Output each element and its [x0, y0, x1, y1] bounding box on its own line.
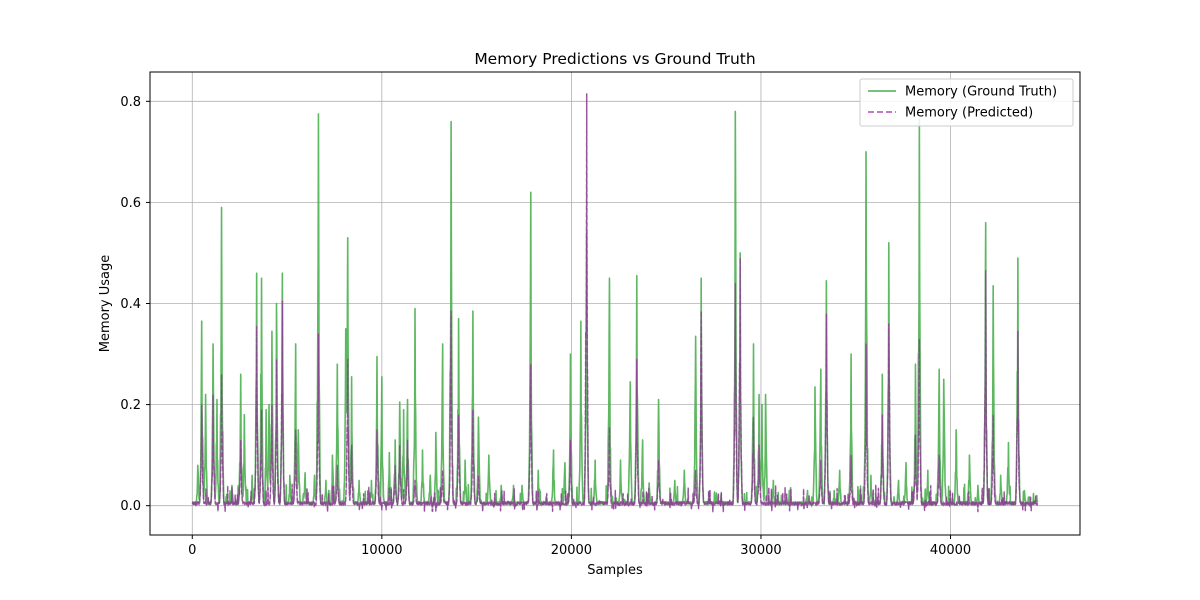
y-tick-label: 0.6 — [120, 196, 141, 211]
legend-label-predicted: Memory (Predicted) — [905, 106, 1033, 121]
y-axis-label: Memory Usage — [98, 255, 113, 353]
y-tick-label: 0.4 — [120, 297, 141, 312]
legend-label-ground-truth: Memory (Ground Truth) — [905, 85, 1057, 100]
x-tick-label: 20000 — [551, 543, 592, 558]
chart-title: Memory Predictions vs Ground Truth — [474, 50, 755, 68]
y-tick-label: 0.8 — [120, 95, 141, 110]
x-tick-label: 10000 — [361, 543, 402, 558]
legend-box — [859, 78, 1074, 127]
series-line-predicted-overlap — [191, 93, 1038, 512]
x-tick-label: 0 — [188, 543, 196, 558]
legend: Memory (Ground Truth) Memory (Predicted) — [859, 78, 1074, 127]
x-tick-label: 40000 — [930, 543, 971, 558]
y-tick-label: 0.2 — [120, 398, 141, 413]
x-axis-label: Samples — [587, 563, 643, 578]
axis-ticks: 0 10000 20000 30000 40000 0.0 0.2 0.4 0.6 0.8 — [120, 95, 971, 558]
plot-series — [191, 92, 1039, 513]
y-tick-label: 0.0 — [120, 499, 141, 514]
x-tick-label: 30000 — [740, 543, 781, 558]
